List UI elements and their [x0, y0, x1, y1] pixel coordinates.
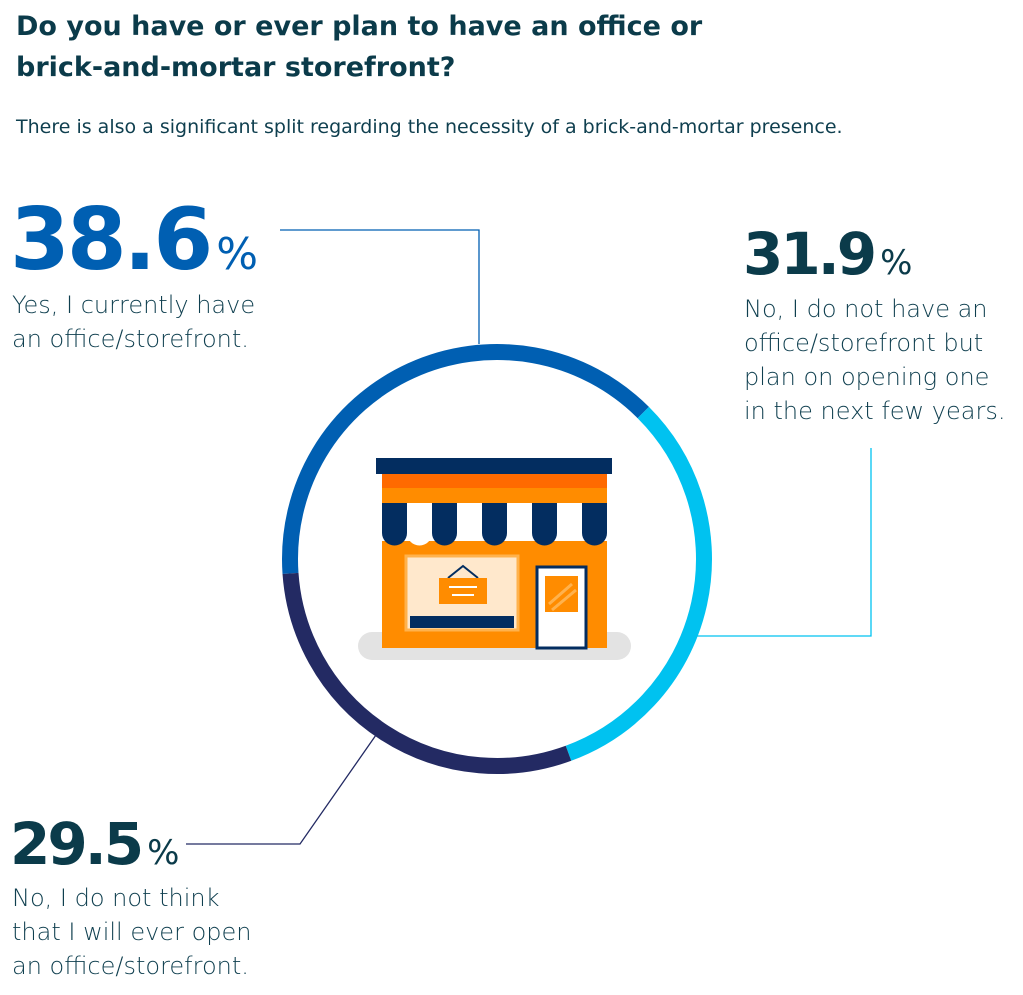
label-plan-line: No, I do not have an	[744, 295, 988, 323]
label-never-line: an office/storefront.	[12, 952, 249, 980]
stat-plan-unit: %	[880, 243, 913, 283]
stat-yes: 38.6%	[10, 190, 258, 290]
leader-line-never	[186, 734, 377, 845]
stat-yes-unit: %	[216, 229, 258, 280]
label-yes: Yes, I currently have an office/storefro…	[12, 288, 255, 356]
leader-line-plan	[694, 448, 872, 637]
label-plan-line: office/storefront but	[744, 329, 984, 357]
donut-slice-plan	[565, 406, 712, 761]
stat-plan-value: 31.9	[743, 220, 877, 288]
chart-title: Do you have or ever plan to have an offi…	[16, 11, 703, 83]
chart-subtitle: There is also a significant split regard…	[16, 116, 843, 138]
label-yes-line: Yes, I currently have	[12, 291, 256, 319]
label-yes-line: an office/storefront.	[12, 325, 249, 353]
leader-line-yes	[280, 229, 480, 344]
label-never-line: that I will ever open	[12, 918, 252, 946]
stat-yes-value: 38.6	[10, 190, 213, 290]
label-plan: No, I do not have an office/storefront b…	[744, 292, 1005, 428]
stat-never-value: 29.5	[10, 810, 144, 878]
donut-ring	[282, 344, 712, 774]
label-plan-line: in the next few years.	[744, 397, 1006, 425]
stat-never-unit: %	[147, 833, 180, 873]
label-never: No, I do not think that I will ever open…	[12, 881, 251, 983]
stat-never: 29.5%	[10, 810, 179, 878]
stat-plan: 31.9%	[743, 220, 912, 288]
label-never-line: No, I do not think	[12, 884, 220, 912]
awning	[382, 503, 607, 546]
label-plan-line: plan on opening one	[744, 363, 990, 391]
donut-slice-yes	[282, 344, 649, 574]
donut-slice-never	[282, 572, 572, 774]
storefront-icon	[358, 458, 631, 660]
